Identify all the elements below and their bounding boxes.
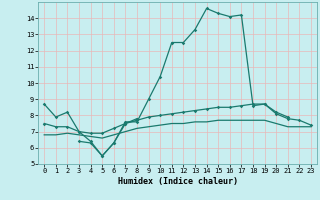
X-axis label: Humidex (Indice chaleur): Humidex (Indice chaleur) (118, 177, 238, 186)
